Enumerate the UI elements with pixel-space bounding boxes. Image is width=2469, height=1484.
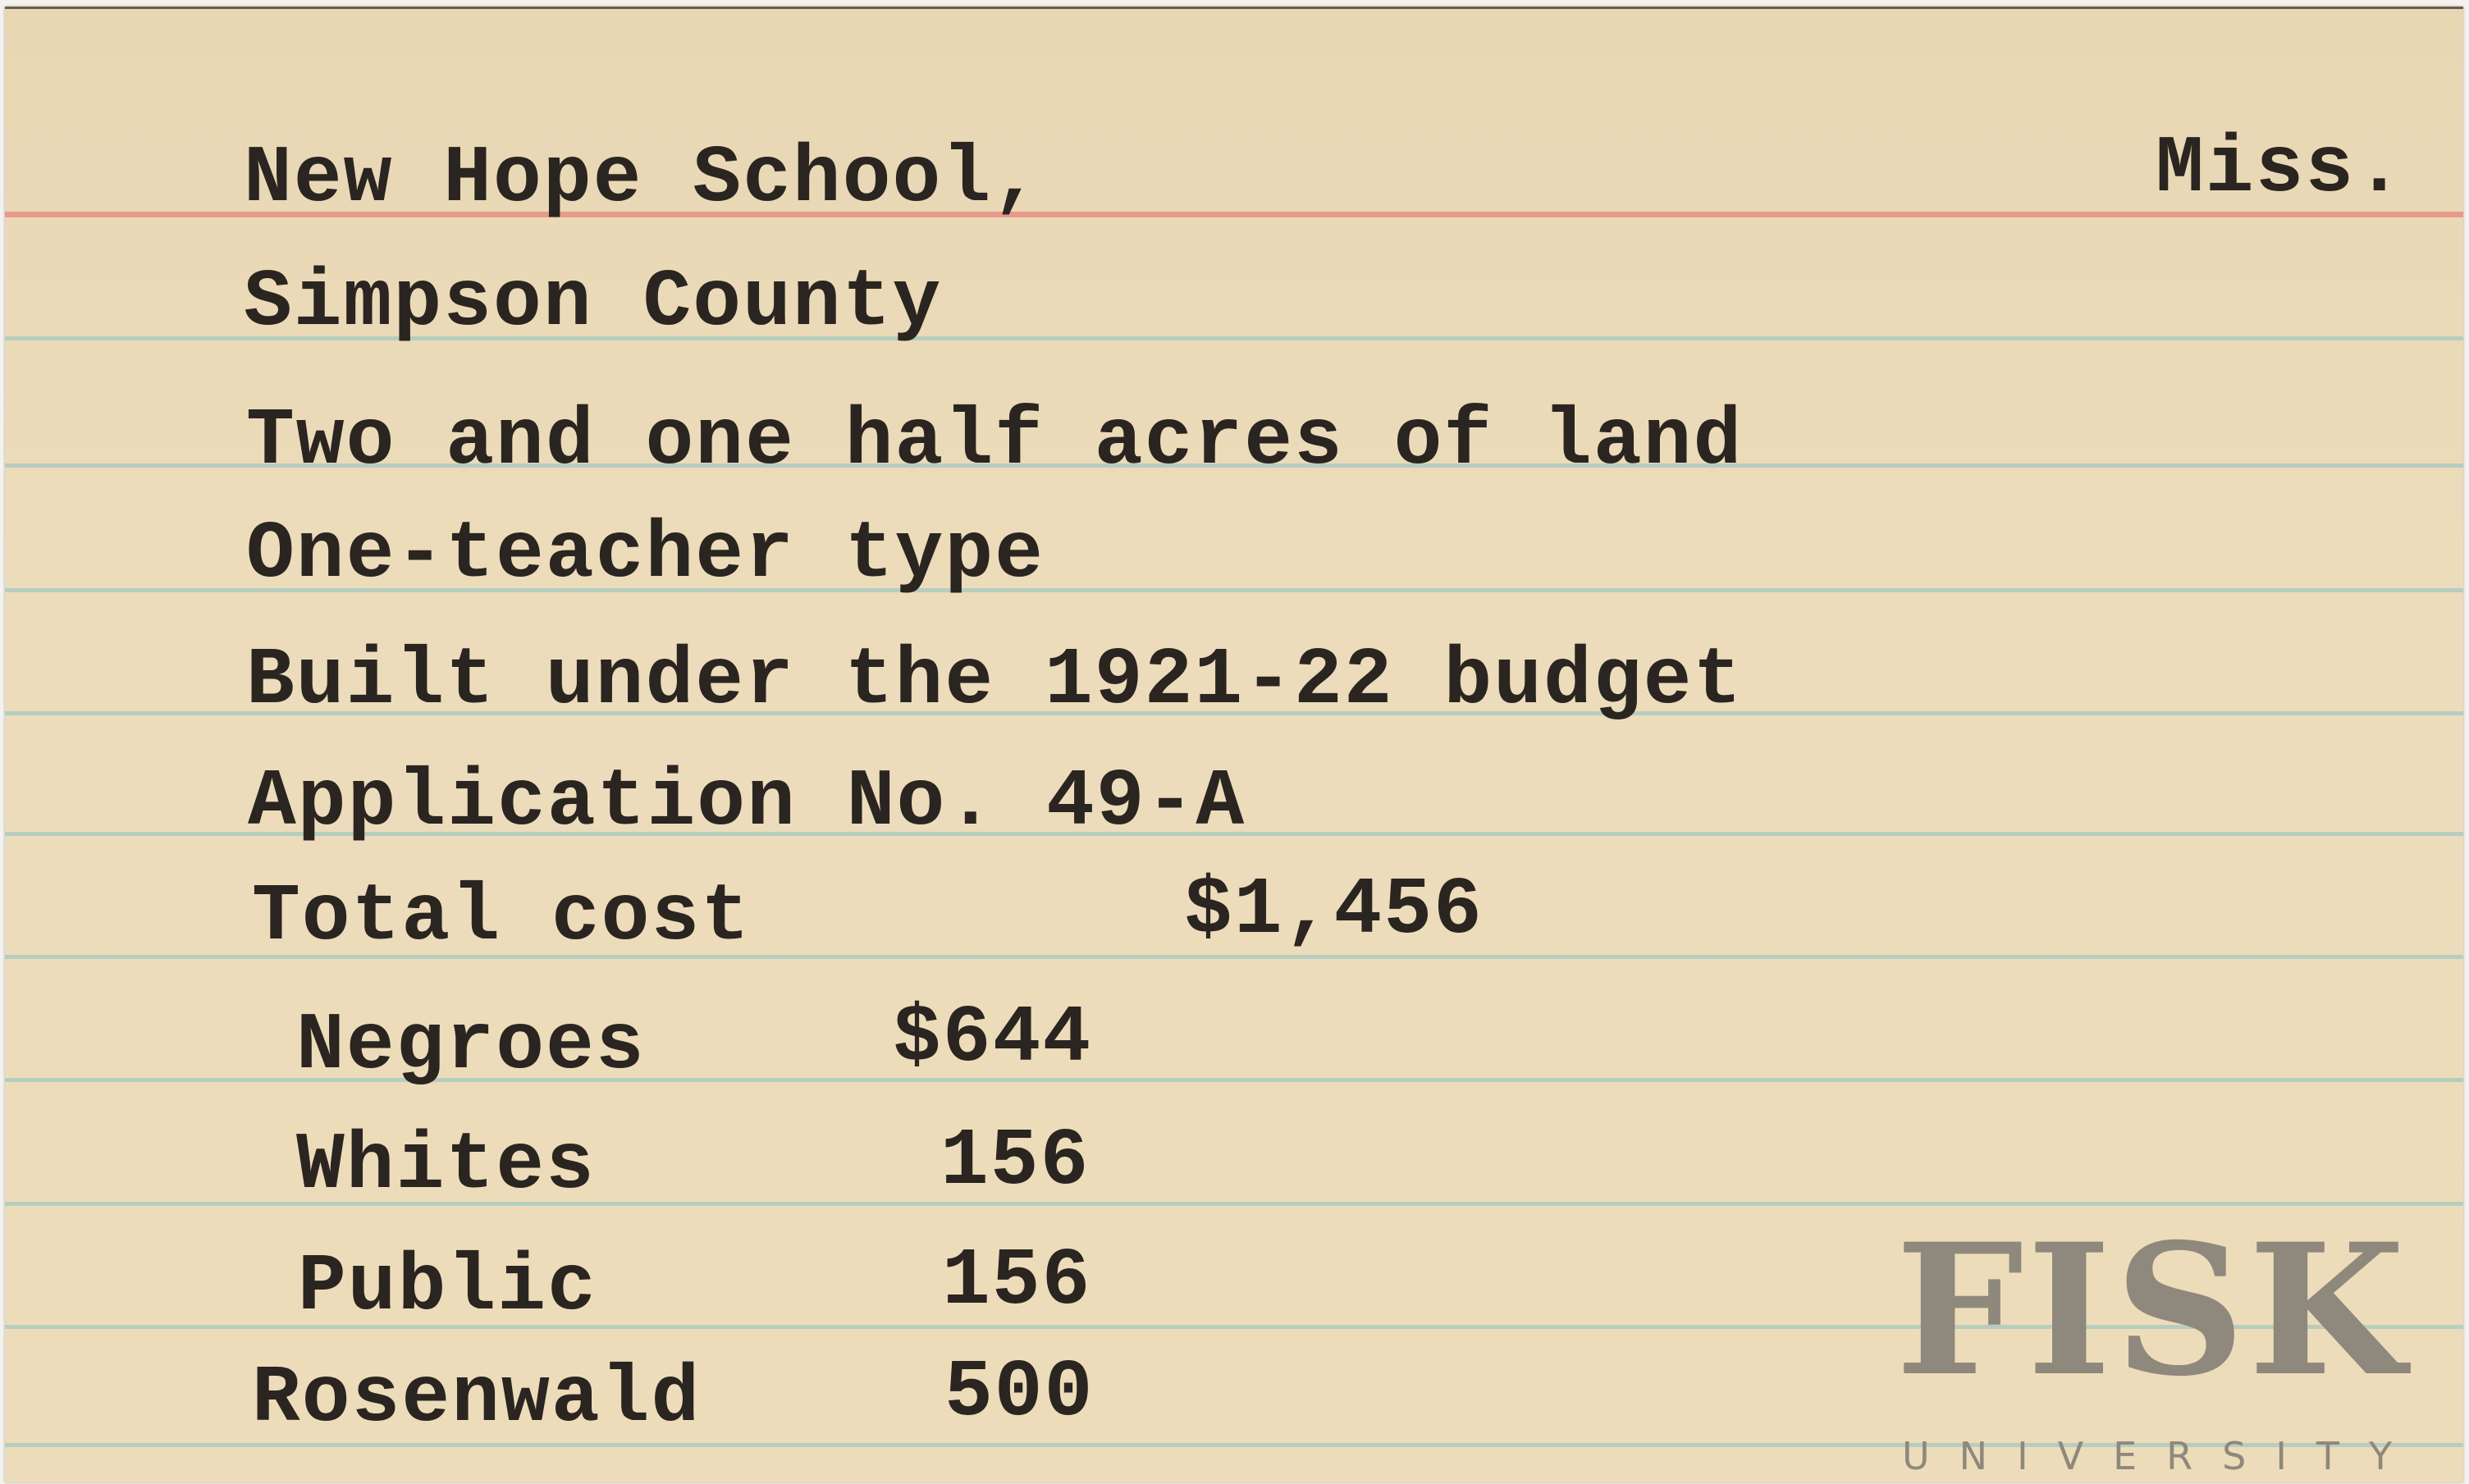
contribution-label: Whites: [296, 1121, 596, 1212]
blue-rule: [5, 336, 2463, 340]
blue-rule: [5, 463, 2463, 468]
contribution-label: Public: [298, 1242, 597, 1333]
blue-rule: [5, 955, 2463, 959]
contribution-value: $644: [893, 993, 1093, 1084]
blue-rule: [5, 1443, 2463, 1447]
blue-rule: [5, 832, 2463, 836]
contribution-value: 156: [940, 1116, 1090, 1208]
total-cost-value: $1,456: [1184, 865, 1484, 957]
application-number: Application No. 49-A: [248, 757, 1246, 848]
state: Miss.: [2156, 124, 2406, 215]
contribution-label: Rosenwald: [252, 1354, 702, 1445]
blue-rule: [5, 588, 2463, 592]
contribution-value: 156: [942, 1236, 1092, 1327]
blue-rule: [5, 1325, 2463, 1329]
contribution-value: 500: [944, 1348, 1095, 1439]
land: Two and one half acres of land: [246, 396, 1744, 487]
blue-rule: [5, 1202, 2463, 1206]
index-card: [5, 7, 2463, 1482]
budget: Built under the 1921-22 budget: [246, 636, 1744, 727]
school-type: One-teacher type: [246, 509, 1045, 600]
red-rule: [5, 212, 2463, 217]
contribution-label: Negroes: [296, 1001, 646, 1092]
county: Simpson County: [244, 258, 943, 349]
watermark-name: FISK: [1895, 1203, 2409, 1416]
watermark-sub: UNIVERSITY: [1902, 1434, 2422, 1478]
blue-rule: [5, 1078, 2463, 1082]
school-name: New Hope School,: [244, 134, 1042, 225]
blue-rule: [5, 711, 2463, 715]
total-cost-label: Total cost: [252, 872, 752, 963]
